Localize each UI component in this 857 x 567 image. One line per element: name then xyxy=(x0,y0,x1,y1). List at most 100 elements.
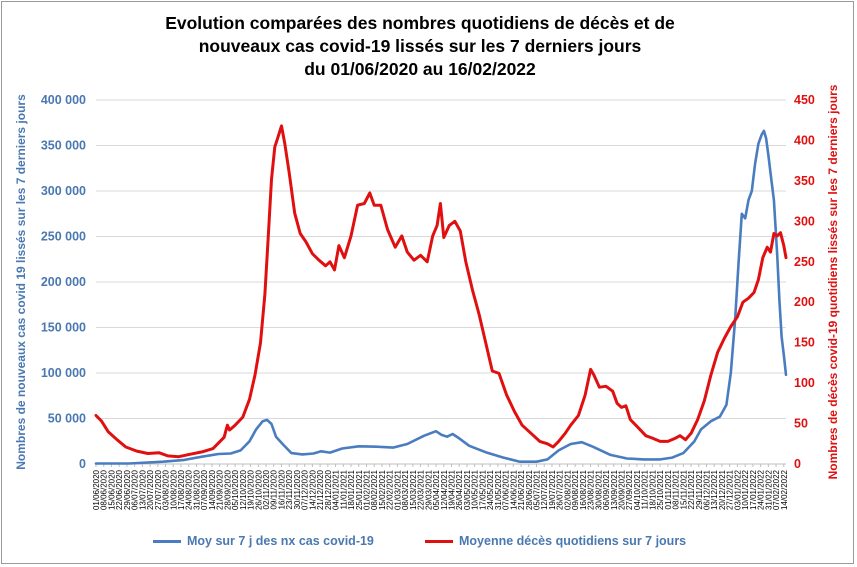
x-tick-label: 08/03/2021 xyxy=(401,469,410,510)
x-tick-label: 05/07/2021 xyxy=(532,469,541,510)
x-tick-label: 31/08/2020 xyxy=(192,469,201,510)
x-tick-label: 28/09/2020 xyxy=(223,469,232,510)
x-tick-label: 07/02/2022 xyxy=(772,469,781,510)
x-tick-label: 22/06/2020 xyxy=(115,469,124,510)
x-tick-label: 23/08/2021 xyxy=(587,469,596,510)
x-tick-label: 15/11/2021 xyxy=(679,469,688,509)
y-tick-right-label: 200 xyxy=(794,295,815,309)
x-tick-label: 29/06/2020 xyxy=(123,469,132,510)
x-tick-label: 16/11/2020 xyxy=(277,469,286,509)
x-tick-label: 01/03/2021 xyxy=(393,469,402,510)
x-tick-label: 08/11/2021 xyxy=(672,469,681,509)
x-tick-label: 10/01/2022 xyxy=(741,469,750,510)
x-axis: 01/06/202008/06/202015/06/202022/06/2020… xyxy=(92,464,789,510)
y-tick-left-label: 250 000 xyxy=(41,230,86,244)
y-tick-right-label: 250 xyxy=(794,255,815,269)
y-axis-left-title: Nombres de nouveaux cas covid 19 lissés … xyxy=(14,94,28,470)
title-line-1: Evolution comparées des nombres quotidie… xyxy=(165,13,675,33)
x-tick-label: 18/10/2021 xyxy=(648,469,657,510)
y-tick-left-label: 0 xyxy=(79,457,86,471)
x-tick-label: 21/09/2020 xyxy=(216,469,225,510)
y-tick-left-label: 400 000 xyxy=(41,93,86,107)
y-tick-right-label: 0 xyxy=(794,457,801,471)
x-tick-label: 17/08/2020 xyxy=(177,469,186,510)
y-tick-right-label: 400 xyxy=(794,133,815,147)
x-tick-label: 21/12/2020 xyxy=(316,469,325,510)
y-tick-right-label: 450 xyxy=(794,93,815,107)
x-tick-label: 21/06/2021 xyxy=(517,469,526,510)
x-tick-label: 23/11/2020 xyxy=(285,469,294,509)
y-tick-left-label: 100 000 xyxy=(41,366,86,380)
legend-swatch-deaths xyxy=(425,539,453,543)
y-tick-left-label: 350 000 xyxy=(41,139,86,153)
x-tick-label: 22/11/2021 xyxy=(687,469,696,509)
legend-item-cases: Moy sur 7 j des nx cas covid-19 xyxy=(153,534,374,548)
x-tick-label: 29/03/2021 xyxy=(424,469,433,510)
legend-swatch-cases xyxy=(153,539,181,543)
x-tick-label: 05/10/2020 xyxy=(231,469,240,510)
x-tick-label: 12/04/2021 xyxy=(440,469,449,510)
x-tick-label: 20/07/2020 xyxy=(146,469,155,510)
x-tick-label: 07/09/2020 xyxy=(200,469,209,510)
x-tick-label: 04/10/2021 xyxy=(633,469,642,510)
x-tick-label: 03/01/2022 xyxy=(733,469,742,510)
x-tick-label: 15/06/2020 xyxy=(107,469,116,510)
x-tick-label: 06/07/2020 xyxy=(131,469,140,510)
x-tick-label: 17/01/2022 xyxy=(749,469,758,510)
x-tick-label: 17/05/2021 xyxy=(478,469,487,510)
x-tick-label: 07/12/2020 xyxy=(301,469,310,510)
x-tick-label: 25/10/2021 xyxy=(656,469,665,510)
chart-title: Evolution comparées des nombres quotidie… xyxy=(95,12,745,81)
x-tick-label: 18/01/2021 xyxy=(347,469,356,510)
y-tick-right-label: 100 xyxy=(794,376,815,390)
x-tick-label: 26/04/2021 xyxy=(455,469,464,510)
title-line-3: du 01/06/2020 au 16/02/2022 xyxy=(304,59,536,79)
legend-label-deaths: Moyenne décès quotidiens sur 7 jours xyxy=(459,534,687,548)
x-tick-label: 01/11/2021 xyxy=(664,469,673,509)
x-tick-label: 04/01/2021 xyxy=(332,469,341,510)
legend: Moy sur 7 j des nx cas covid-19 Moyenne … xyxy=(150,534,750,554)
x-tick-label: 19/07/2021 xyxy=(548,469,557,510)
y-tick-right-label: 50 xyxy=(794,417,808,431)
legend-label-cases: Moy sur 7 j des nx cas covid-19 xyxy=(187,534,374,548)
y-tick-left-label: 150 000 xyxy=(41,321,86,335)
x-tick-label: 11/01/2021 xyxy=(339,469,348,509)
series-line-cases xyxy=(94,129,788,465)
x-tick-label: 12/10/2020 xyxy=(239,469,248,510)
x-tick-label: 24/05/2021 xyxy=(486,469,495,510)
x-tick-label: 02/08/2021 xyxy=(563,469,572,510)
x-tick-label: 09/08/2021 xyxy=(571,469,580,510)
x-tick-label: 20/09/2021 xyxy=(618,469,627,510)
x-tick-label: 30/11/2020 xyxy=(293,469,302,509)
legend-item-deaths: Moyenne décès quotidiens sur 7 jours xyxy=(425,534,686,548)
x-tick-label: 05/04/2021 xyxy=(432,469,441,510)
x-tick-label: 14/09/2020 xyxy=(208,469,217,510)
x-tick-label: 14/06/2021 xyxy=(509,469,518,510)
x-tick-label: 26/07/2021 xyxy=(556,469,565,510)
x-tick-label: 06/09/2021 xyxy=(602,469,611,510)
x-tick-label: 19/10/2020 xyxy=(247,469,256,510)
x-tick-label: 29/11/2021 xyxy=(695,469,704,509)
x-tick-label: 20/12/2021 xyxy=(718,469,727,510)
x-tick-label: 15/03/2021 xyxy=(409,469,418,510)
series-line-deaths xyxy=(94,124,788,459)
x-tick-label: 13/07/2020 xyxy=(138,469,147,510)
x-tick-label: 10/05/2021 xyxy=(471,469,480,510)
x-tick-label: 13/12/2021 xyxy=(710,469,719,510)
x-tick-label: 03/08/2020 xyxy=(162,469,171,510)
y-tick-right-label: 300 xyxy=(794,214,815,228)
x-tick-label: 11/10/2021 xyxy=(641,469,650,509)
x-tick-label: 27/09/2021 xyxy=(625,469,634,510)
title-line-2: nouveaux cas covid-19 lissés sur les 7 d… xyxy=(198,36,642,56)
x-tick-label: 03/05/2021 xyxy=(463,469,472,510)
x-tick-label: 08/06/2020 xyxy=(100,469,109,510)
x-tick-label: 10/08/2020 xyxy=(169,469,178,510)
x-tick-label: 16/08/2021 xyxy=(579,469,588,510)
x-tick-label: 26/10/2020 xyxy=(254,469,263,510)
x-tick-label: 07/06/2021 xyxy=(502,469,511,510)
y-tick-left-label: 200 000 xyxy=(41,275,86,289)
x-tick-label: 31/05/2021 xyxy=(494,469,503,510)
x-tick-label: 19/04/2021 xyxy=(447,469,456,510)
